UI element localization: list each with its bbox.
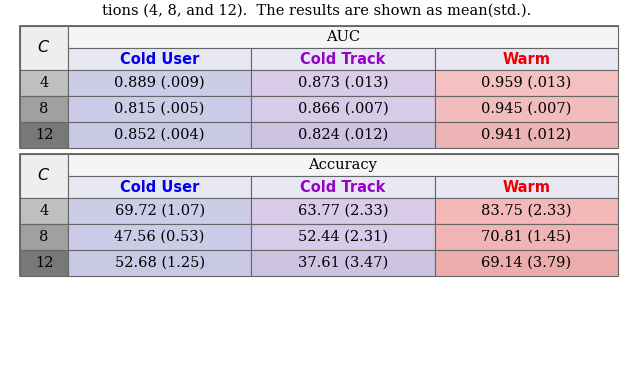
Bar [435,70,618,96]
Text: Warm: Warm [502,179,550,195]
Text: 12: 12 [35,256,53,270]
Bar [435,198,618,224]
Text: Cold User: Cold User [120,51,199,66]
Bar [20,26,68,70]
Text: 52.68 (1.25): 52.68 (1.25) [115,256,205,270]
Bar [251,48,435,70]
Text: Cold Track: Cold Track [301,179,385,195]
Bar [20,96,68,122]
Bar [68,26,618,48]
Bar [435,250,618,276]
Bar [251,224,435,250]
Text: Accuracy: Accuracy [309,158,377,172]
Text: 70.81 (1.45): 70.81 (1.45) [481,230,571,244]
Bar [20,154,618,276]
Bar [68,224,251,250]
Text: 69.14 (3.79): 69.14 (3.79) [481,256,571,270]
Text: 4: 4 [39,76,49,90]
Bar [20,224,68,250]
Text: AUC: AUC [326,30,360,44]
Bar [68,122,251,148]
Text: $C$: $C$ [37,167,51,184]
Text: 0.945 (.007): 0.945 (.007) [481,102,571,116]
Text: 69.72 (1.07): 69.72 (1.07) [115,204,205,218]
Bar [251,96,435,122]
Text: 0.889 (.009): 0.889 (.009) [114,76,205,90]
Bar [20,250,68,276]
Bar [251,198,435,224]
Bar [20,198,68,224]
Text: tions (4, 8, and 12).  The results are shown as mean(std.).: tions (4, 8, and 12). The results are sh… [102,4,532,18]
Text: 47.56 (0.53): 47.56 (0.53) [115,230,205,244]
Text: Cold Track: Cold Track [301,51,385,66]
Bar [435,96,618,122]
Text: 0.873 (.013): 0.873 (.013) [298,76,388,90]
Bar [20,70,68,96]
Bar [251,176,435,198]
Text: 83.75 (2.33): 83.75 (2.33) [481,204,572,218]
Text: 0.824 (.012): 0.824 (.012) [298,128,388,142]
Bar [435,48,618,70]
Bar [251,70,435,96]
Text: 37.61 (3.47): 37.61 (3.47) [298,256,388,270]
Bar [68,70,251,96]
Bar [68,176,251,198]
Text: Warm: Warm [502,51,550,66]
Text: 52.44 (2.31): 52.44 (2.31) [298,230,388,244]
Text: 4: 4 [39,204,49,218]
Bar [68,48,251,70]
Bar [20,154,68,198]
Text: 12: 12 [35,128,53,142]
Text: 0.941 (.012): 0.941 (.012) [481,128,571,142]
Text: 8: 8 [39,102,49,116]
Bar [68,250,251,276]
Bar [251,250,435,276]
Text: 0.866 (.007): 0.866 (.007) [297,102,389,116]
Bar [68,154,618,176]
Bar [251,122,435,148]
Text: Cold User: Cold User [120,179,199,195]
Bar [20,26,618,148]
Bar [435,176,618,198]
Text: 0.959 (.013): 0.959 (.013) [481,76,571,90]
Text: 8: 8 [39,230,49,244]
Text: 0.852 (.004): 0.852 (.004) [114,128,205,142]
Text: 0.815 (.005): 0.815 (.005) [115,102,205,116]
Text: $C$: $C$ [37,40,51,56]
Bar [68,198,251,224]
Bar [435,122,618,148]
Bar [20,122,68,148]
Text: 63.77 (2.33): 63.77 (2.33) [298,204,388,218]
Bar [435,224,618,250]
Bar [68,96,251,122]
